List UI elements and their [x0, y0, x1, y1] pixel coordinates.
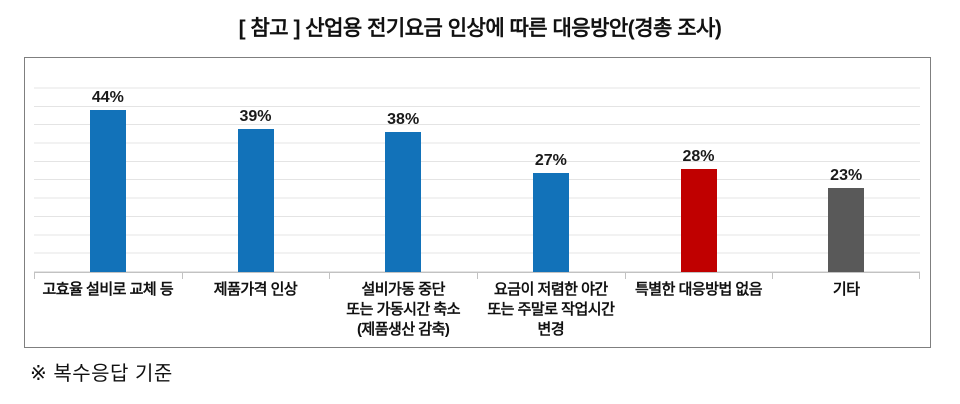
- plot-area: 44% 39% 38% 27% 28% 23%: [34, 70, 920, 273]
- category-label: 특별한 대응방법 없음: [635, 281, 763, 298]
- bar-column: 27%: [477, 70, 625, 272]
- bar: [385, 132, 422, 272]
- page-title: [ 참고 ] 산업용 전기요금 인상에 따른 대응방안(경총 조사): [238, 17, 722, 40]
- bar-value-label: 27%: [534, 151, 567, 169]
- bar-value-label: 39%: [239, 107, 272, 125]
- bar: [680, 169, 717, 272]
- bar-column: 44%: [34, 70, 182, 272]
- bar: [828, 187, 865, 272]
- category-label: 고효율 설비로 교체 등: [42, 281, 174, 298]
- bar: [237, 128, 274, 272]
- bar-value-label: 44%: [91, 89, 124, 107]
- category-label: 설비가동 중단 또는 가동시간 축소 (제품생산 감축): [346, 281, 461, 338]
- category-label: 요금이 저렴한 야간 또는 주말로 작업시간 변경: [487, 281, 615, 338]
- category-label: 제품가격 인상: [213, 281, 298, 298]
- footnote: ※ 복수응답 기준: [30, 363, 173, 385]
- category-labels: 고효율 설비로 교체 등 제품가격 인상 설비가동 중단 또는 가동시간 축소 (제…: [34, 272, 920, 340]
- bar-value-label: 28%: [682, 148, 715, 166]
- bar-value-label: 23%: [830, 166, 863, 184]
- bar-value-label: 38%: [387, 111, 420, 129]
- bar-column: 39%: [182, 70, 330, 272]
- chart-frame: 44% 39% 38% 27% 28% 23% 고효율 설비로 교체 등 제품가격 인상 설비…: [24, 57, 931, 348]
- bar: [89, 110, 126, 272]
- bar: [532, 172, 569, 272]
- bar-column: 28%: [625, 70, 773, 272]
- category-label: 기타: [832, 281, 860, 298]
- bar-column: 38%: [329, 70, 477, 272]
- bar-column: 23%: [772, 70, 920, 272]
